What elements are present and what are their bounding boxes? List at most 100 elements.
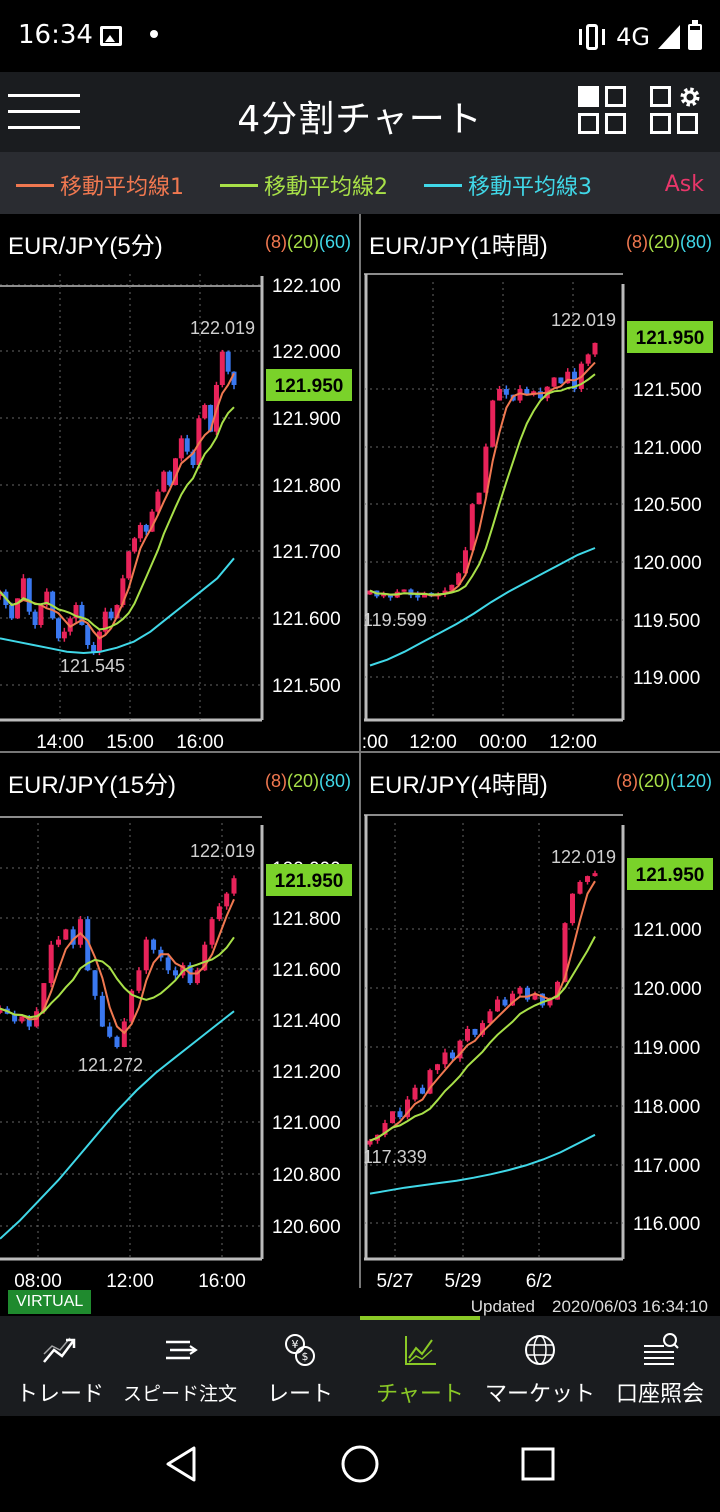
candle-body (397, 1111, 403, 1118)
candle-body (457, 1040, 463, 1059)
candle-body (132, 538, 138, 552)
candle-body (401, 589, 407, 592)
hamburger-menu-icon[interactable] (8, 94, 80, 132)
back-icon[interactable] (166, 1446, 196, 1482)
candle-body (120, 578, 126, 605)
panel-title: EUR/JPY(15分) (8, 772, 177, 799)
low-price-label: 119.599 (363, 610, 427, 630)
y-tick-label: 121.800 (272, 476, 341, 497)
candle-body (26, 1016, 32, 1027)
account-icon (644, 1333, 679, 1365)
candle-body (502, 999, 508, 1006)
candle-body (114, 605, 120, 619)
chart-5min-svg: 122.100 122.000 121.900 121.800 121.700 121.6… (0, 274, 352, 751)
current-price-value: 121.950 (275, 376, 344, 397)
candle-body (435, 1064, 440, 1071)
y-tick-label: 116.000 (633, 1214, 700, 1235)
candle-body (547, 999, 553, 1006)
app-header: 4分割チャート (0, 72, 720, 152)
candle-body (456, 573, 462, 585)
ma2-line (0, 936, 235, 1019)
current-price-tag (266, 864, 352, 896)
candle-body (497, 389, 503, 401)
candle-body (44, 591, 50, 605)
candle-body (495, 999, 500, 1012)
high-price-label: 122.019 (551, 847, 616, 867)
ma-params: (8)(20)(80) (625, 232, 712, 252)
bottom-tab-bar: トレード スピード注文 ¥ $ レート チャート マーケット 口座照会 (0, 1316, 720, 1416)
low-price-label: 121.545 (60, 656, 125, 676)
x-tick-label: 6/2 (526, 1271, 552, 1288)
chart-panel-15min[interactable]: 122.000121.800121.600121.400121.200121.0… (0, 753, 359, 1288)
tab-trade[interactable]: トレード (0, 1316, 120, 1416)
chart-settings-icon[interactable] (650, 86, 702, 138)
candle-body (173, 970, 178, 976)
ma3-line (0, 557, 235, 655)
candle-body (524, 389, 530, 395)
ma1-line (369, 880, 596, 1142)
price-type-label[interactable]: Ask (664, 172, 704, 197)
tab-account[interactable]: 口座照会 (600, 1316, 720, 1416)
y-tick-label: 121.600 (272, 609, 341, 630)
candle-body (510, 993, 515, 1006)
candle-body (26, 578, 32, 612)
tab-chart[interactable]: チャート (360, 1316, 480, 1416)
candle-body (208, 405, 214, 432)
home-icon[interactable] (341, 1445, 379, 1483)
chart-panel-5min[interactable]: 122.100 122.000 121.900 121.800 121.700 121.6… (0, 214, 359, 751)
candle-body (442, 590, 448, 595)
candle-body (194, 970, 200, 984)
tab-market[interactable]: マーケット (480, 1316, 600, 1416)
candle-body (99, 995, 105, 1027)
candle-body (202, 405, 208, 419)
candle-body (224, 893, 230, 907)
candle-body (367, 1140, 373, 1145)
recents-icon[interactable] (521, 1447, 555, 1481)
candle-body (67, 618, 73, 632)
ma3-line (0, 1010, 235, 1240)
chart-1hour-svg: 121.500 121.000 120.500 120.000 119.500 119.0… (362, 273, 713, 751)
chart-panel-1hour[interactable]: 121.500 121.000 120.500 120.000 119.500 119.0… (361, 214, 720, 751)
candle-body (558, 377, 564, 384)
tab-speed-order[interactable]: スピード注文 (120, 1316, 240, 1416)
candle-body (19, 1016, 25, 1022)
candle-body (85, 625, 91, 645)
signal-icon (658, 25, 680, 49)
notification-dot-icon (150, 30, 158, 38)
tab-rate[interactable]: ¥ $ レート (240, 1316, 360, 1416)
active-tab-indicator (360, 1316, 480, 1320)
candle-body (592, 873, 598, 877)
chart-panel-4hour[interactable]: 121.000 120.000 119.000 118.000 117.000 116.0… (361, 753, 720, 1288)
candle-body (92, 970, 98, 996)
y-tick-label: 121.900 (272, 409, 341, 430)
candle-body (114, 1036, 120, 1047)
candle-body (143, 525, 149, 532)
candle-body (225, 351, 231, 372)
candle-body (231, 878, 237, 894)
candle-body (173, 458, 178, 485)
y-tick-label: 121.400 (272, 1011, 341, 1032)
candle-body (405, 1099, 410, 1118)
candle-body (61, 631, 67, 639)
candle-body (137, 525, 143, 539)
grid-layout-icon[interactable] (578, 86, 630, 138)
candle-body (449, 584, 455, 591)
candle-body (462, 550, 468, 574)
candle-body (420, 1087, 425, 1094)
current-price-tag (266, 369, 352, 401)
globe-icon (525, 1335, 555, 1365)
candle-body (63, 929, 69, 940)
current-price-value: 121.950 (636, 865, 705, 886)
candle-body (15, 598, 21, 619)
candle-body (155, 491, 161, 512)
candle-body (412, 1087, 418, 1100)
current-price-tag (627, 858, 713, 890)
x-tick-label: 12:00 (409, 732, 457, 751)
ma1-line (0, 372, 235, 640)
legend-ma3: 移動平均線3 (424, 172, 592, 200)
y-tick-label: 121.500 (633, 380, 702, 401)
legend-ma1: 移動平均線1 (16, 172, 184, 200)
ma-params: (8)(20)(80) (264, 771, 351, 791)
candle-body (532, 993, 538, 1000)
speed-order-icon (166, 1340, 198, 1360)
